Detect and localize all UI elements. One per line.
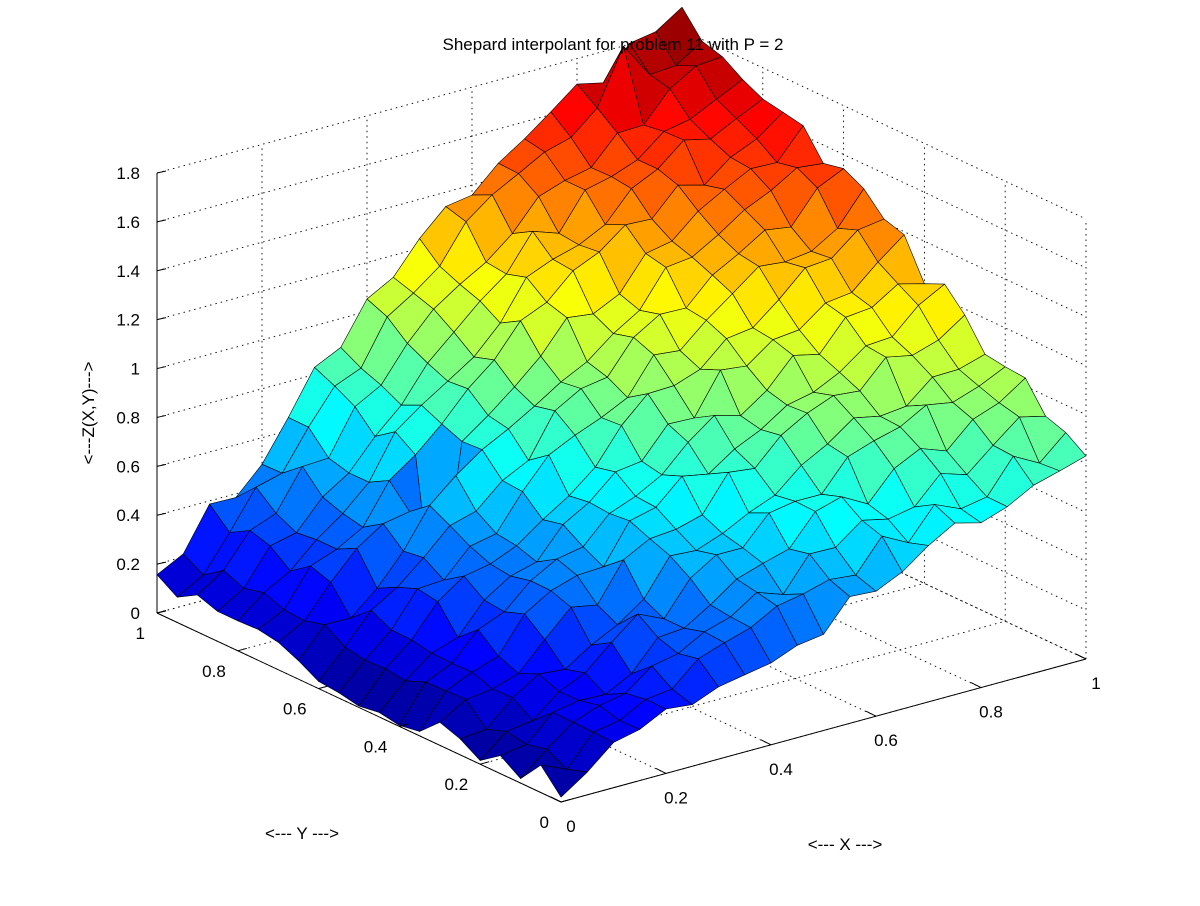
z-tick-label-9: 1.8: [116, 164, 140, 183]
z-tick-4: [156, 414, 167, 418]
y-tick-1: [480, 761, 490, 765]
y-tick-label-3: 0.6: [283, 700, 307, 719]
surface-mesh: [156, 6, 1087, 798]
y-axis-label: <--- Y --->: [265, 824, 339, 843]
y-tick-2: [399, 723, 409, 727]
axes-lines: [156, 173, 1087, 803]
z-tick-label-3: 0.6: [116, 457, 140, 476]
x-tick-label-2: 0.4: [769, 760, 793, 779]
z-tick-label-0: 0: [131, 604, 140, 623]
chart-title: Shepard interpolant for problem 11 with …: [443, 35, 784, 54]
y-tick-0: [560, 799, 571, 803]
z-tick-8: [156, 219, 167, 223]
y-tick-label-2: 0.4: [364, 737, 388, 756]
z-tick-label-4: 0.8: [116, 408, 140, 427]
z-tick-label-2: 0.4: [116, 506, 140, 525]
y-tick-label-0: 0: [540, 813, 549, 832]
z-axis-label: <---Z(X,Y)--->: [79, 361, 98, 464]
y-tick-label-4: 0.8: [202, 662, 226, 681]
y-tick-4: [237, 647, 247, 652]
y-axis-line: [156, 612, 562, 803]
z-tick-2: [156, 512, 167, 516]
x-axis-label: <--- X --->: [808, 835, 883, 854]
surface-facet: [540, 764, 588, 798]
x-tick-3: [865, 710, 877, 717]
z-tick-label-8: 1.6: [116, 213, 140, 232]
x-tick-4: [970, 682, 982, 689]
z-tick-label-7: 1.4: [116, 262, 140, 281]
x-axis-line: [560, 658, 1087, 803]
z-tick-7: [156, 268, 167, 272]
y-tick-label-1: 0.2: [445, 775, 469, 794]
z-tick-1: [156, 561, 167, 565]
z-tick-label-6: 1.2: [116, 311, 140, 330]
x-tick-0: [550, 796, 562, 803]
z-tick-label-5: 1: [131, 360, 140, 379]
z-tick-3: [156, 463, 167, 467]
z-tick-label-1: 0.2: [116, 555, 140, 574]
x-tick-1: [655, 767, 667, 774]
z-tick-9: [156, 170, 167, 174]
y-tick-3: [318, 685, 328, 690]
x-tick-label-4: 0.8: [979, 703, 1003, 722]
x-tick-label-1: 0.2: [664, 788, 688, 807]
x-tick-2: [760, 739, 772, 746]
z-tick-0: [156, 610, 167, 614]
x-tick-label-5: 1: [1091, 674, 1100, 693]
y-tick-label-5: 1: [136, 624, 145, 643]
z-tick-6: [156, 317, 167, 321]
z-tick-5: [156, 366, 167, 370]
tick-labels: 00.20.40.60.8100.20.40.60.8100.20.40.60.…: [116, 164, 1100, 836]
x-tick-label-3: 0.6: [874, 731, 898, 750]
x-tick-5: [1075, 653, 1087, 660]
x-tick-label-0: 0: [566, 817, 575, 836]
